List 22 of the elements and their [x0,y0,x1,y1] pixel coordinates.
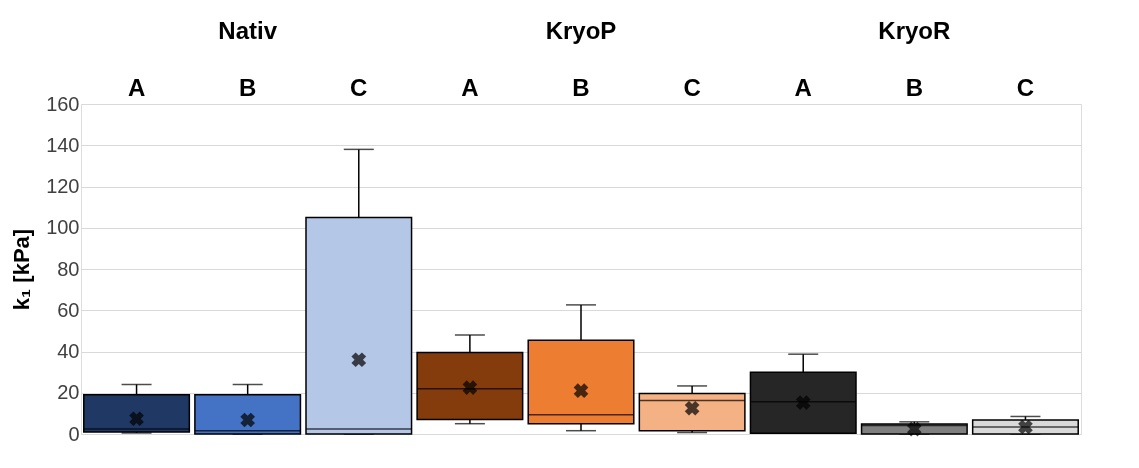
x-tick-label: B [238,73,257,101]
x-tick-label: A [461,73,479,101]
y-tick-label: 0 [68,422,80,445]
y-tick-label: 40 [57,340,80,362]
text: KryoP [545,17,617,44]
y-tick-label: 120 [46,175,80,197]
x-tick-label: C [683,73,701,101]
y-tick-label: 80 [57,257,80,280]
y-tick-label: 160 [46,92,80,115]
y-axis-title: k₁ [kPa] [9,228,35,311]
text: KryoR [878,17,951,44]
x-tick-label: A [127,73,146,101]
y-tick-label: 60 [57,298,80,321]
text: Nativ [218,17,278,44]
x-tick-label: C [1016,73,1035,101]
x-tick-label: B [905,73,924,101]
x-tick-label: C [350,73,368,101]
y-tick-label: 100 [46,216,80,239]
x-tick-label: A [794,73,812,101]
x-tick-label: B [572,73,590,101]
y-tick-label: 20 [57,381,80,404]
y-tick-label: 140 [46,133,80,156]
